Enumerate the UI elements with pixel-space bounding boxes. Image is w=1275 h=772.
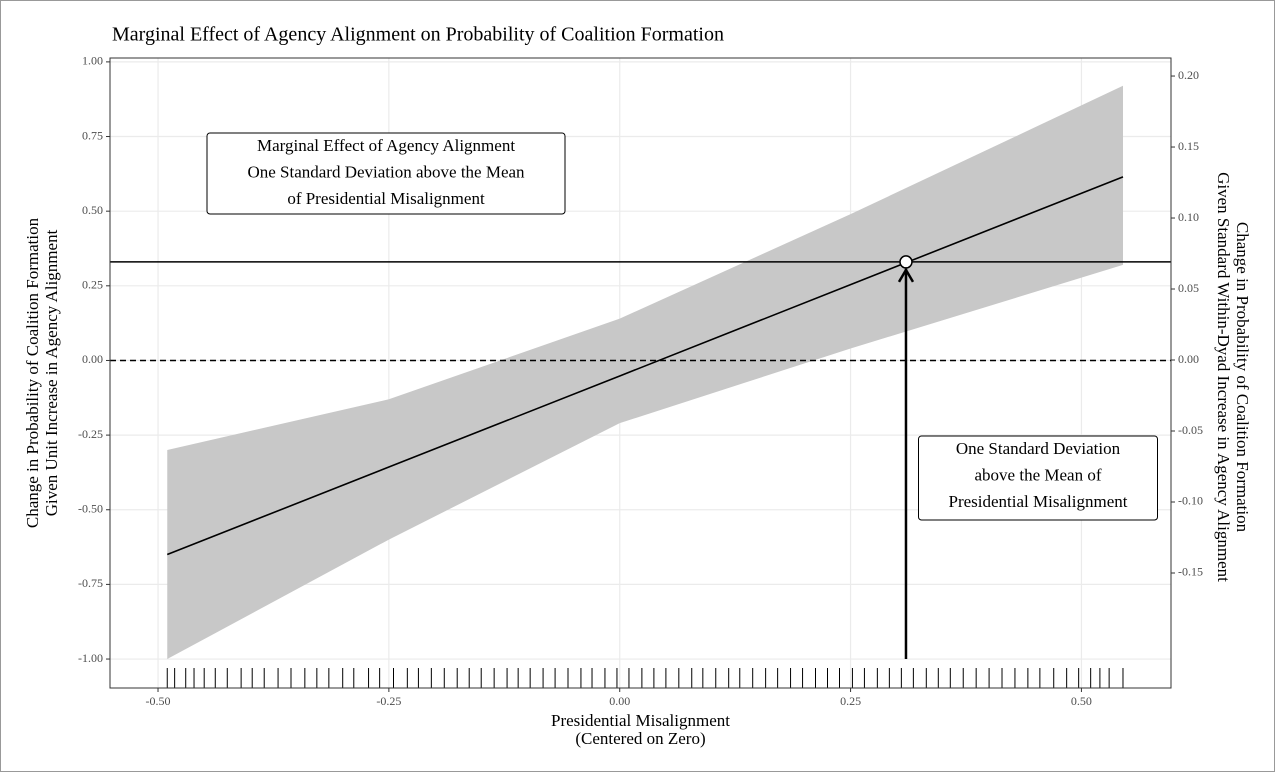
y2-axis-title: Given Standard Within-Dyad Increase in A… (1214, 172, 1233, 582)
annotation-text: above the Mean of (975, 465, 1102, 484)
annotation-text: One Standard Deviation (956, 439, 1121, 458)
y2-tick-label: -0.05 (1178, 423, 1203, 437)
y2-tick-label: 0.10 (1178, 210, 1199, 224)
highlight-point (899, 255, 913, 269)
annotation-text: Marginal Effect of Agency Alignment (257, 136, 515, 155)
y-tick-label: 0.75 (82, 128, 103, 142)
y-tick-label: 0.50 (82, 203, 103, 217)
annotation-box (206, 132, 566, 215)
y-tick-label: 0.25 (82, 278, 103, 292)
panel-border (109, 57, 1172, 689)
x-axis-title: Presidential Misalignment (551, 711, 730, 730)
annotation-text: of Presidential Misalignment (287, 189, 485, 208)
y2-tick-label: 0.15 (1178, 139, 1199, 153)
y-tick-label: 1.00 (82, 54, 103, 68)
x-axis-title: (Centered on Zero) (575, 729, 705, 748)
y-tick-label: -1.00 (78, 651, 103, 665)
annotation-box (918, 435, 1158, 521)
y2-tick-label: 0.00 (1178, 352, 1199, 366)
y-axis-title: Given Unit Increase in Agency Alignment (42, 229, 61, 516)
y2-tick-label: 0.05 (1178, 281, 1199, 295)
confidence-band (167, 85, 1123, 660)
x-tick-label: -0.50 (146, 694, 171, 708)
x-tick-label: -0.25 (376, 694, 401, 708)
y2-tick-label: 0.20 (1178, 68, 1199, 82)
y-tick-label: -0.75 (78, 576, 103, 590)
y-tick-label: -0.25 (78, 427, 103, 441)
y-tick-label: 0.00 (82, 352, 103, 366)
y2-tick-label: -0.15 (1178, 565, 1203, 579)
y2-tick-label: -0.10 (1178, 494, 1203, 508)
y-tick-label: -0.50 (78, 501, 103, 515)
effect-line (166, 176, 1124, 556)
x-tick-label: 0.00 (609, 694, 630, 708)
x-tick-label: 0.50 (1071, 694, 1092, 708)
arrow-head (897, 267, 915, 283)
y2-axis-title: Change in Probability of Coalition Forma… (1233, 222, 1252, 533)
x-tick-label: 0.25 (840, 694, 861, 708)
annotation-text: Presidential Misalignment (949, 492, 1128, 511)
chart-title: Marginal Effect of Agency Alignment on P… (112, 24, 724, 46)
y-axis-title: Change in Probability of Coalition Forma… (23, 217, 42, 528)
annotation-text: One Standard Deviation above the Mean (247, 162, 525, 181)
